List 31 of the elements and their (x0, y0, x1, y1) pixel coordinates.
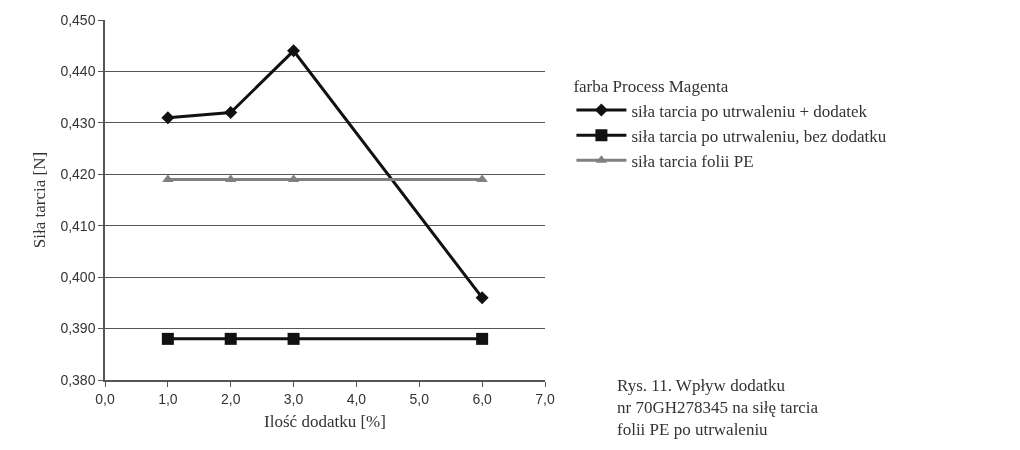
y-tick-label: 0,420 (60, 166, 96, 183)
point (161, 111, 175, 125)
x-tick-label: 3,0 (283, 390, 304, 407)
x-tick-label: 7,0 (535, 390, 555, 407)
x-axis-title: Ilość dodatku [%] (264, 412, 386, 432)
legend-label: siła tarcia po utrwaleniu, bez dodatku (631, 126, 887, 146)
legend-title: farba Process Magenta (573, 77, 729, 97)
x-tick-label: 2,0 (220, 390, 241, 407)
point (161, 332, 174, 345)
y-tick-label: 0,450 (60, 11, 96, 28)
y-tick-label: 0,390 (60, 320, 96, 337)
point (287, 44, 301, 58)
x-tick-label: 6,0 (472, 390, 493, 407)
y-tick-label: 0,430 (60, 114, 96, 131)
x-tick-label: 4,0 (346, 390, 367, 407)
text: Rys. 11. Wpływ dodatku nr 70GH278345 na siłę tarcia folii PE po utrwaleniu (617, 376, 819, 440)
x-tick-label: 5,0 (409, 390, 430, 407)
legend-label: siła tarcia po utrwaleniu + dodatek (631, 101, 868, 121)
point (224, 332, 237, 345)
y-tick-label: 0,410 (60, 217, 96, 234)
point (476, 332, 489, 345)
y-tick-label: 0,440 (60, 63, 96, 80)
x-tick-label: 1,0 (158, 390, 178, 407)
point (475, 291, 489, 305)
y-axis-title: Siła tarcia [N] (30, 151, 50, 249)
point (287, 332, 300, 345)
x-tick-label: 0,0 (95, 390, 115, 407)
legend-label: siła tarcia folii PE (631, 151, 754, 171)
y-tick-label: 0,380 (60, 371, 96, 388)
y-tick-label: 0,400 (60, 269, 96, 286)
point (224, 106, 238, 120)
